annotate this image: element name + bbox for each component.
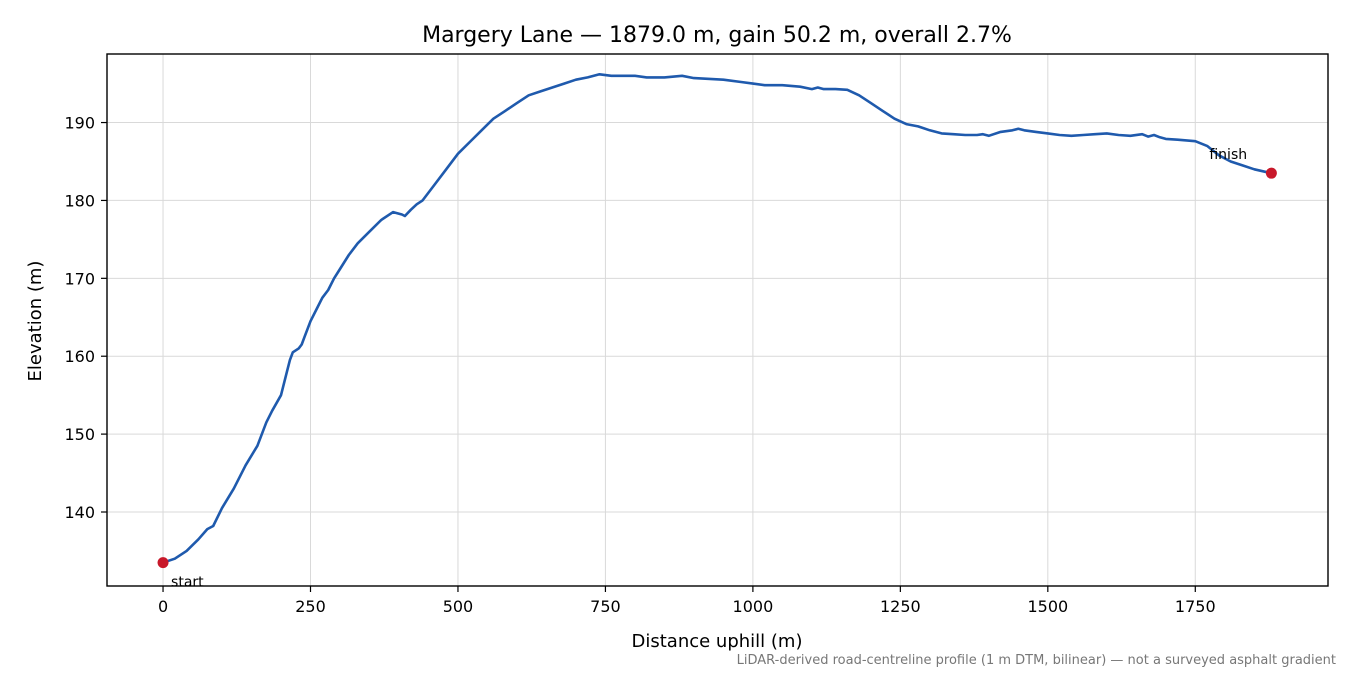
plot-area-frame: [106, 53, 1329, 587]
y-tick-label: 140: [64, 503, 95, 522]
start-annotation: start: [171, 575, 204, 591]
y-tick-label: 180: [64, 191, 95, 210]
x-tick-label: 750: [590, 597, 621, 616]
x-tick-label: 250: [295, 597, 326, 616]
y-tick-label: 190: [64, 114, 95, 133]
x-tick-label: 1750: [1175, 597, 1216, 616]
y-axis-label: Elevation (m): [25, 261, 46, 382]
elevation-profile-line: [162, 73, 1272, 564]
y-gridlines: [107, 122, 1328, 513]
x-tick-label: 1500: [1027, 597, 1068, 616]
y-axis-ticks: 140 150 160 170 180 190: [64, 114, 107, 522]
y-tick-label: 170: [64, 269, 95, 288]
x-axis-ticks: 0 250 500 750 1000 1250 1500 1750: [158, 586, 1216, 616]
chart-title: Margery Lane — 1879.0 m, gain 50.2 m, ov…: [422, 23, 1012, 48]
x-tick-label: 1250: [880, 597, 921, 616]
x-tick-label: 500: [443, 597, 474, 616]
y-tick-label: 150: [64, 425, 95, 444]
x-gridlines: [162, 54, 1196, 586]
chart-footnote: LiDAR-derived road-centreline profile (1…: [737, 653, 1336, 668]
finish-marker: [1265, 167, 1277, 179]
y-tick-label: 160: [64, 347, 95, 366]
finish-annotation: finish: [1209, 147, 1247, 163]
start-marker: [157, 557, 169, 569]
x-axis-label: Distance uphill (m): [632, 631, 803, 652]
x-tick-label: 1000: [733, 597, 774, 616]
x-tick-label: 0: [158, 597, 168, 616]
